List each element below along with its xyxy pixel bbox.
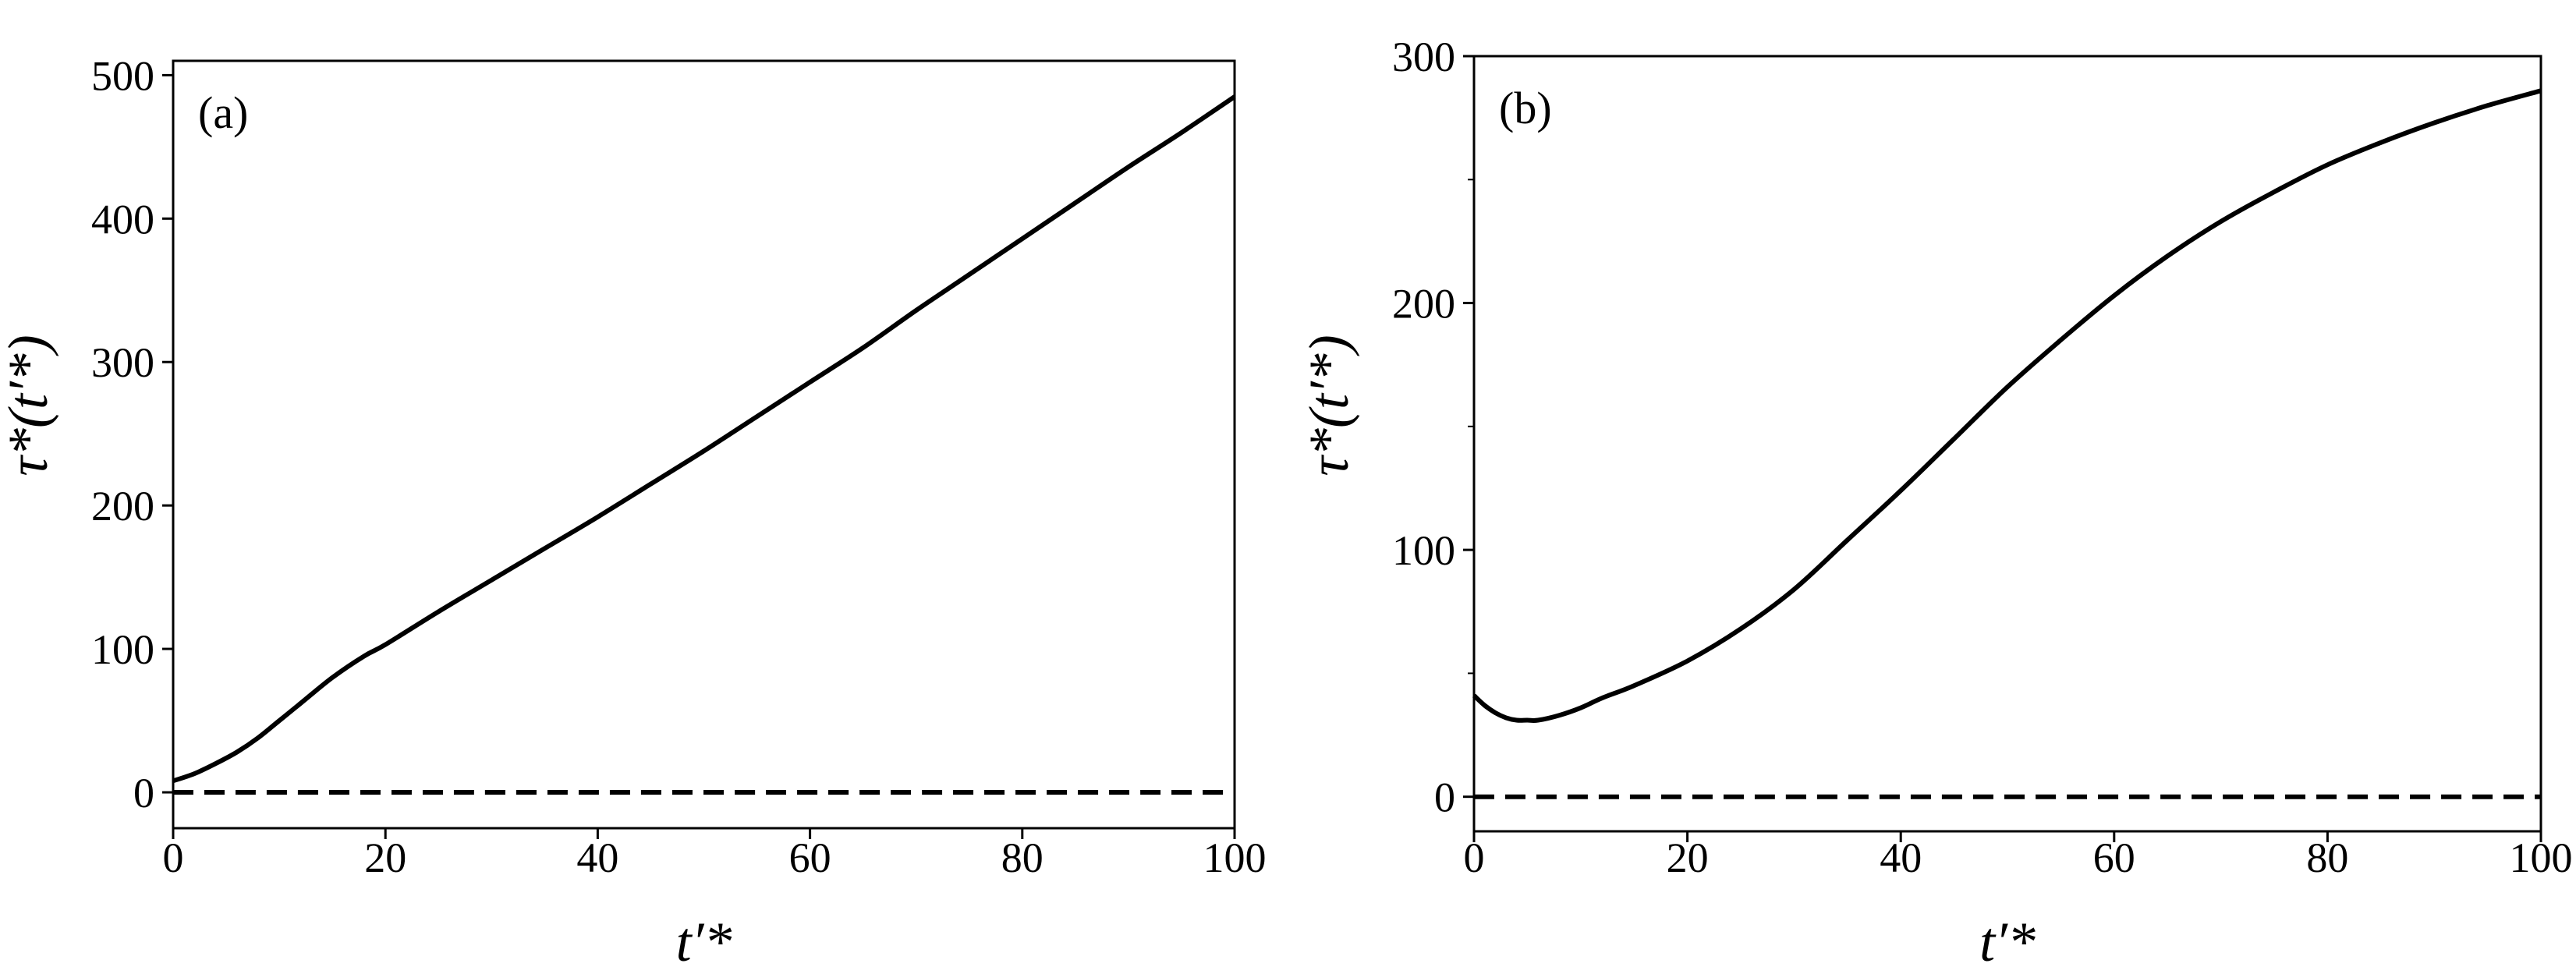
axes-frame	[1472, 55, 2542, 833]
x-tick-label: 0	[163, 834, 184, 881]
x-tick-label: 40	[1880, 834, 1922, 881]
y-tick-label: 300	[1392, 34, 1455, 80]
panel-label: (b)	[1499, 83, 1552, 133]
y-tick-label: 400	[91, 196, 154, 243]
y-tick-label: 200	[1392, 281, 1455, 328]
y-tick-label: 500	[91, 52, 154, 99]
x-tick-label: 80	[2306, 834, 2348, 881]
axes-frame	[172, 59, 1236, 830]
y-tick-label: 100	[1392, 527, 1455, 574]
x-tick-label: 0	[1464, 834, 1485, 881]
panel-label: (a)	[198, 87, 248, 138]
x-tick-label: 20	[364, 834, 406, 881]
y-tick-label: 200	[91, 483, 154, 530]
y-tick-label: 0	[1434, 774, 1455, 821]
panel-a: 0 20 40 60 80 100 0 100 200 300 400 500 (a) t′* τ*(t′*…	[0, 52, 1267, 967]
y-tick-label: 100	[91, 626, 154, 673]
x-tick-label: 100	[1203, 834, 1267, 881]
x-tick-label: 40	[576, 834, 618, 881]
x-tick-label: 100	[2510, 834, 2573, 881]
x-axis-label: t′*	[1979, 911, 2036, 967]
x-tick-label: 60	[789, 834, 831, 881]
y-tick-label: 300	[91, 339, 154, 386]
series-line	[1472, 88, 2542, 723]
y-axis-label: τ*(t′*)	[0, 335, 59, 476]
y-axis-label: τ*(t′*)	[1298, 335, 1360, 476]
series-line	[172, 94, 1236, 784]
panel-b: 0 20 40 60 80 100 0 100 200 300 (b) t′* τ*(t′*)	[1298, 34, 2573, 967]
x-tick-label: 20	[1667, 834, 1709, 881]
y-tick-label: 0	[133, 770, 154, 816]
x-axis-label: t′*	[676, 911, 732, 967]
x-tick-label: 60	[2093, 834, 2135, 881]
x-tick-label: 80	[1001, 834, 1044, 881]
